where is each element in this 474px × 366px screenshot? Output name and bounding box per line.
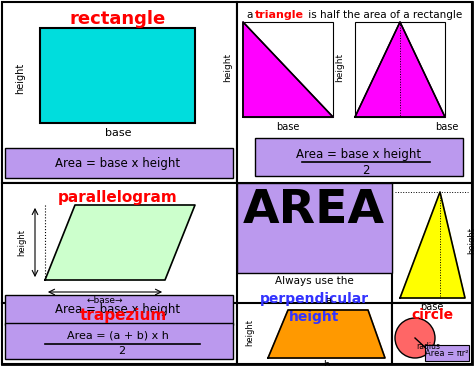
Bar [5,323,233,359]
Text: Area = (a + b) x h: Area = (a + b) x h [67,330,169,340]
Bar [355,22,445,117]
Bar [2,2,237,183]
Text: rectangle: rectangle [70,10,166,28]
Bar [2,183,237,303]
Text: Area = πr²: Area = πr² [425,348,469,358]
Bar [5,295,233,325]
Text: base: base [105,128,131,138]
Text: circle: circle [411,308,453,322]
Text: trapezium: trapezium [80,308,167,323]
Bar [237,183,392,273]
Bar [5,148,233,178]
Text: Area = base x height: Area = base x height [55,303,181,317]
Text: height: height [15,62,25,94]
Text: radius: radius [416,342,440,351]
Text: parallelogram: parallelogram [58,190,178,205]
Bar [392,303,472,364]
Text: height: height [224,52,233,82]
Circle shape [395,318,435,358]
Text: 2: 2 [362,164,370,177]
Bar [425,345,469,361]
Polygon shape [268,310,385,358]
Text: perpendicular: perpendicular [259,292,369,306]
Text: height: height [246,320,255,347]
Text: ←base→: ←base→ [87,296,123,305]
Text: AREA: AREA [243,188,385,233]
Text: a: a [325,296,331,306]
Text: triangle: triangle [255,10,304,20]
Text: Always use the: Always use the [274,276,354,286]
Text: a: a [247,10,256,20]
Text: Area = base x height: Area = base x height [296,148,421,161]
Text: base: base [435,122,459,132]
Polygon shape [400,192,465,298]
Text: 2: 2 [118,346,126,356]
Bar [237,303,392,364]
Polygon shape [355,22,445,117]
Text: height: height [289,310,339,324]
Polygon shape [243,22,333,117]
Bar [255,138,463,176]
Bar [392,183,472,303]
Text: base: base [420,302,444,312]
Text: height: height [467,227,474,254]
Bar [2,303,237,364]
Bar [237,2,472,183]
Text: b: b [323,360,329,366]
Text: height: height [18,228,27,255]
Text: base: base [276,122,300,132]
Bar [243,22,333,117]
Text: Area = base x height: Area = base x height [55,157,181,169]
Text: is half the area of a rectangle: is half the area of a rectangle [305,10,462,20]
Bar [40,28,195,123]
Polygon shape [45,205,195,280]
Text: height: height [336,52,345,82]
